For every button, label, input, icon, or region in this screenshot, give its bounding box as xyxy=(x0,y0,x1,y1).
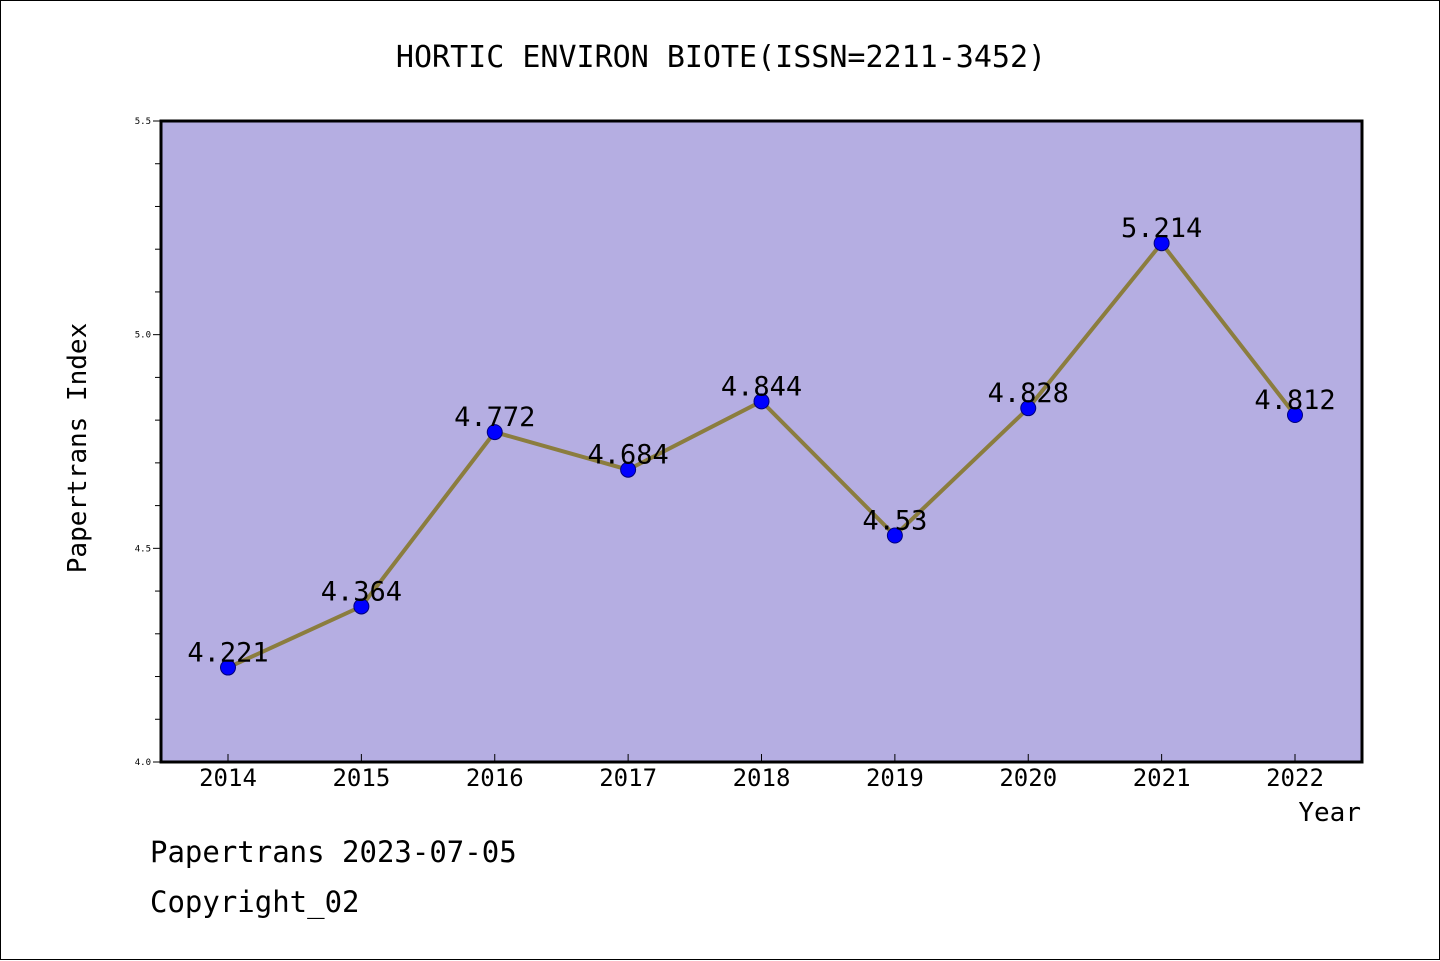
data-label: 5.214 xyxy=(1121,213,1202,244)
data-point xyxy=(886,527,903,544)
chart-title: HORTIC ENVIRON BIOTE(ISSN=2211-3452) xyxy=(396,40,1046,75)
series-group: 4.221 4.364 4.772 4.684 4.844 4.53 4.828 5.214 4… xyxy=(187,213,1336,676)
x-axis-label: Year xyxy=(1298,798,1361,828)
data-point xyxy=(620,461,637,478)
x-tick-label: 2018 xyxy=(733,764,791,792)
data-point xyxy=(1020,400,1037,417)
y-axis: 4.0 4.5 5.0 5.5 xyxy=(135,117,161,768)
footer-copyright: Copyright_02 xyxy=(150,885,360,919)
x-axis: 2014 2015 2016 2017 2018 2019 2020 2021 2022 xyxy=(199,754,1324,792)
data-label: 4.812 xyxy=(1254,385,1335,416)
data-point xyxy=(1153,235,1170,252)
x-tick-label: 2016 xyxy=(466,764,524,792)
plot-area xyxy=(159,119,1364,764)
data-point xyxy=(353,598,370,615)
data-label: 4.828 xyxy=(988,378,1069,409)
data-label: 4.844 xyxy=(721,371,802,402)
data-point xyxy=(486,424,503,441)
data-label: 4.684 xyxy=(587,440,668,471)
data-point xyxy=(220,659,236,676)
x-tick-label: 2020 xyxy=(999,764,1057,792)
data-label: 4.53 xyxy=(862,506,927,537)
x-tick-label: 2014 xyxy=(199,764,257,792)
data-point xyxy=(753,393,770,410)
footer-date: Papertrans 2023-07-05 xyxy=(150,835,517,869)
data-label: 4.364 xyxy=(321,576,402,607)
x-tick-label: 2015 xyxy=(332,764,390,792)
x-tick-label: 2021 xyxy=(1133,764,1191,792)
y-tick-label: 5.5 xyxy=(135,117,151,127)
y-tick-label: 4.0 xyxy=(135,758,151,768)
x-tick-label: 2017 xyxy=(599,764,657,792)
y-tick-label: 5.0 xyxy=(135,331,151,341)
data-point xyxy=(1287,407,1303,424)
y-axis-label: Papertrans Index xyxy=(63,323,93,573)
data-label: 4.772 xyxy=(454,402,535,433)
data-label: 4.221 xyxy=(187,638,268,669)
y-tick-label: 4.5 xyxy=(135,544,151,554)
x-tick-label: 2022 xyxy=(1266,764,1324,792)
x-tick-label: 2019 xyxy=(866,764,924,792)
